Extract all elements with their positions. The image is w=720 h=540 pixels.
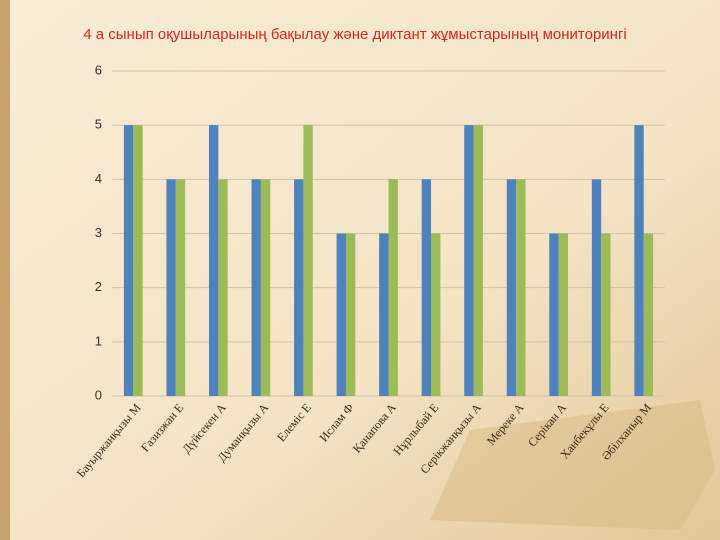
y-tick-label: 1 bbox=[95, 333, 102, 348]
y-tick-label: 4 bbox=[95, 171, 102, 186]
bar bbox=[473, 125, 483, 397]
y-tick-label: 6 bbox=[95, 62, 102, 77]
bar bbox=[388, 179, 398, 396]
y-tick-label: 3 bbox=[95, 225, 102, 240]
bar bbox=[591, 179, 602, 396]
left-border bbox=[0, 0, 10, 540]
y-tick-label: 2 bbox=[95, 279, 102, 294]
bar bbox=[260, 179, 271, 396]
bar bbox=[558, 233, 569, 396]
y-tick-label: 5 bbox=[95, 117, 102, 132]
bar bbox=[506, 179, 517, 396]
bar bbox=[516, 179, 526, 396]
bar bbox=[431, 233, 441, 396]
bar bbox=[208, 125, 219, 397]
bar bbox=[133, 125, 143, 397]
bar bbox=[336, 233, 346, 396]
bar bbox=[166, 179, 176, 396]
bar bbox=[601, 233, 611, 396]
bar bbox=[634, 125, 644, 397]
bar bbox=[218, 179, 228, 396]
bar bbox=[549, 233, 559, 396]
bar bbox=[123, 125, 134, 397]
bar bbox=[345, 233, 356, 396]
bar bbox=[464, 125, 474, 397]
book-decoration bbox=[430, 400, 715, 530]
bar bbox=[294, 179, 304, 396]
bar bbox=[251, 179, 261, 396]
chart-title: 4 а сынып оқушыларының бақылау және дикт… bbox=[83, 26, 627, 43]
bar bbox=[643, 233, 654, 396]
bar bbox=[303, 125, 313, 397]
y-tick-label: 0 bbox=[95, 387, 102, 402]
bar bbox=[379, 233, 389, 396]
bar bbox=[175, 179, 186, 396]
bar bbox=[421, 179, 432, 396]
